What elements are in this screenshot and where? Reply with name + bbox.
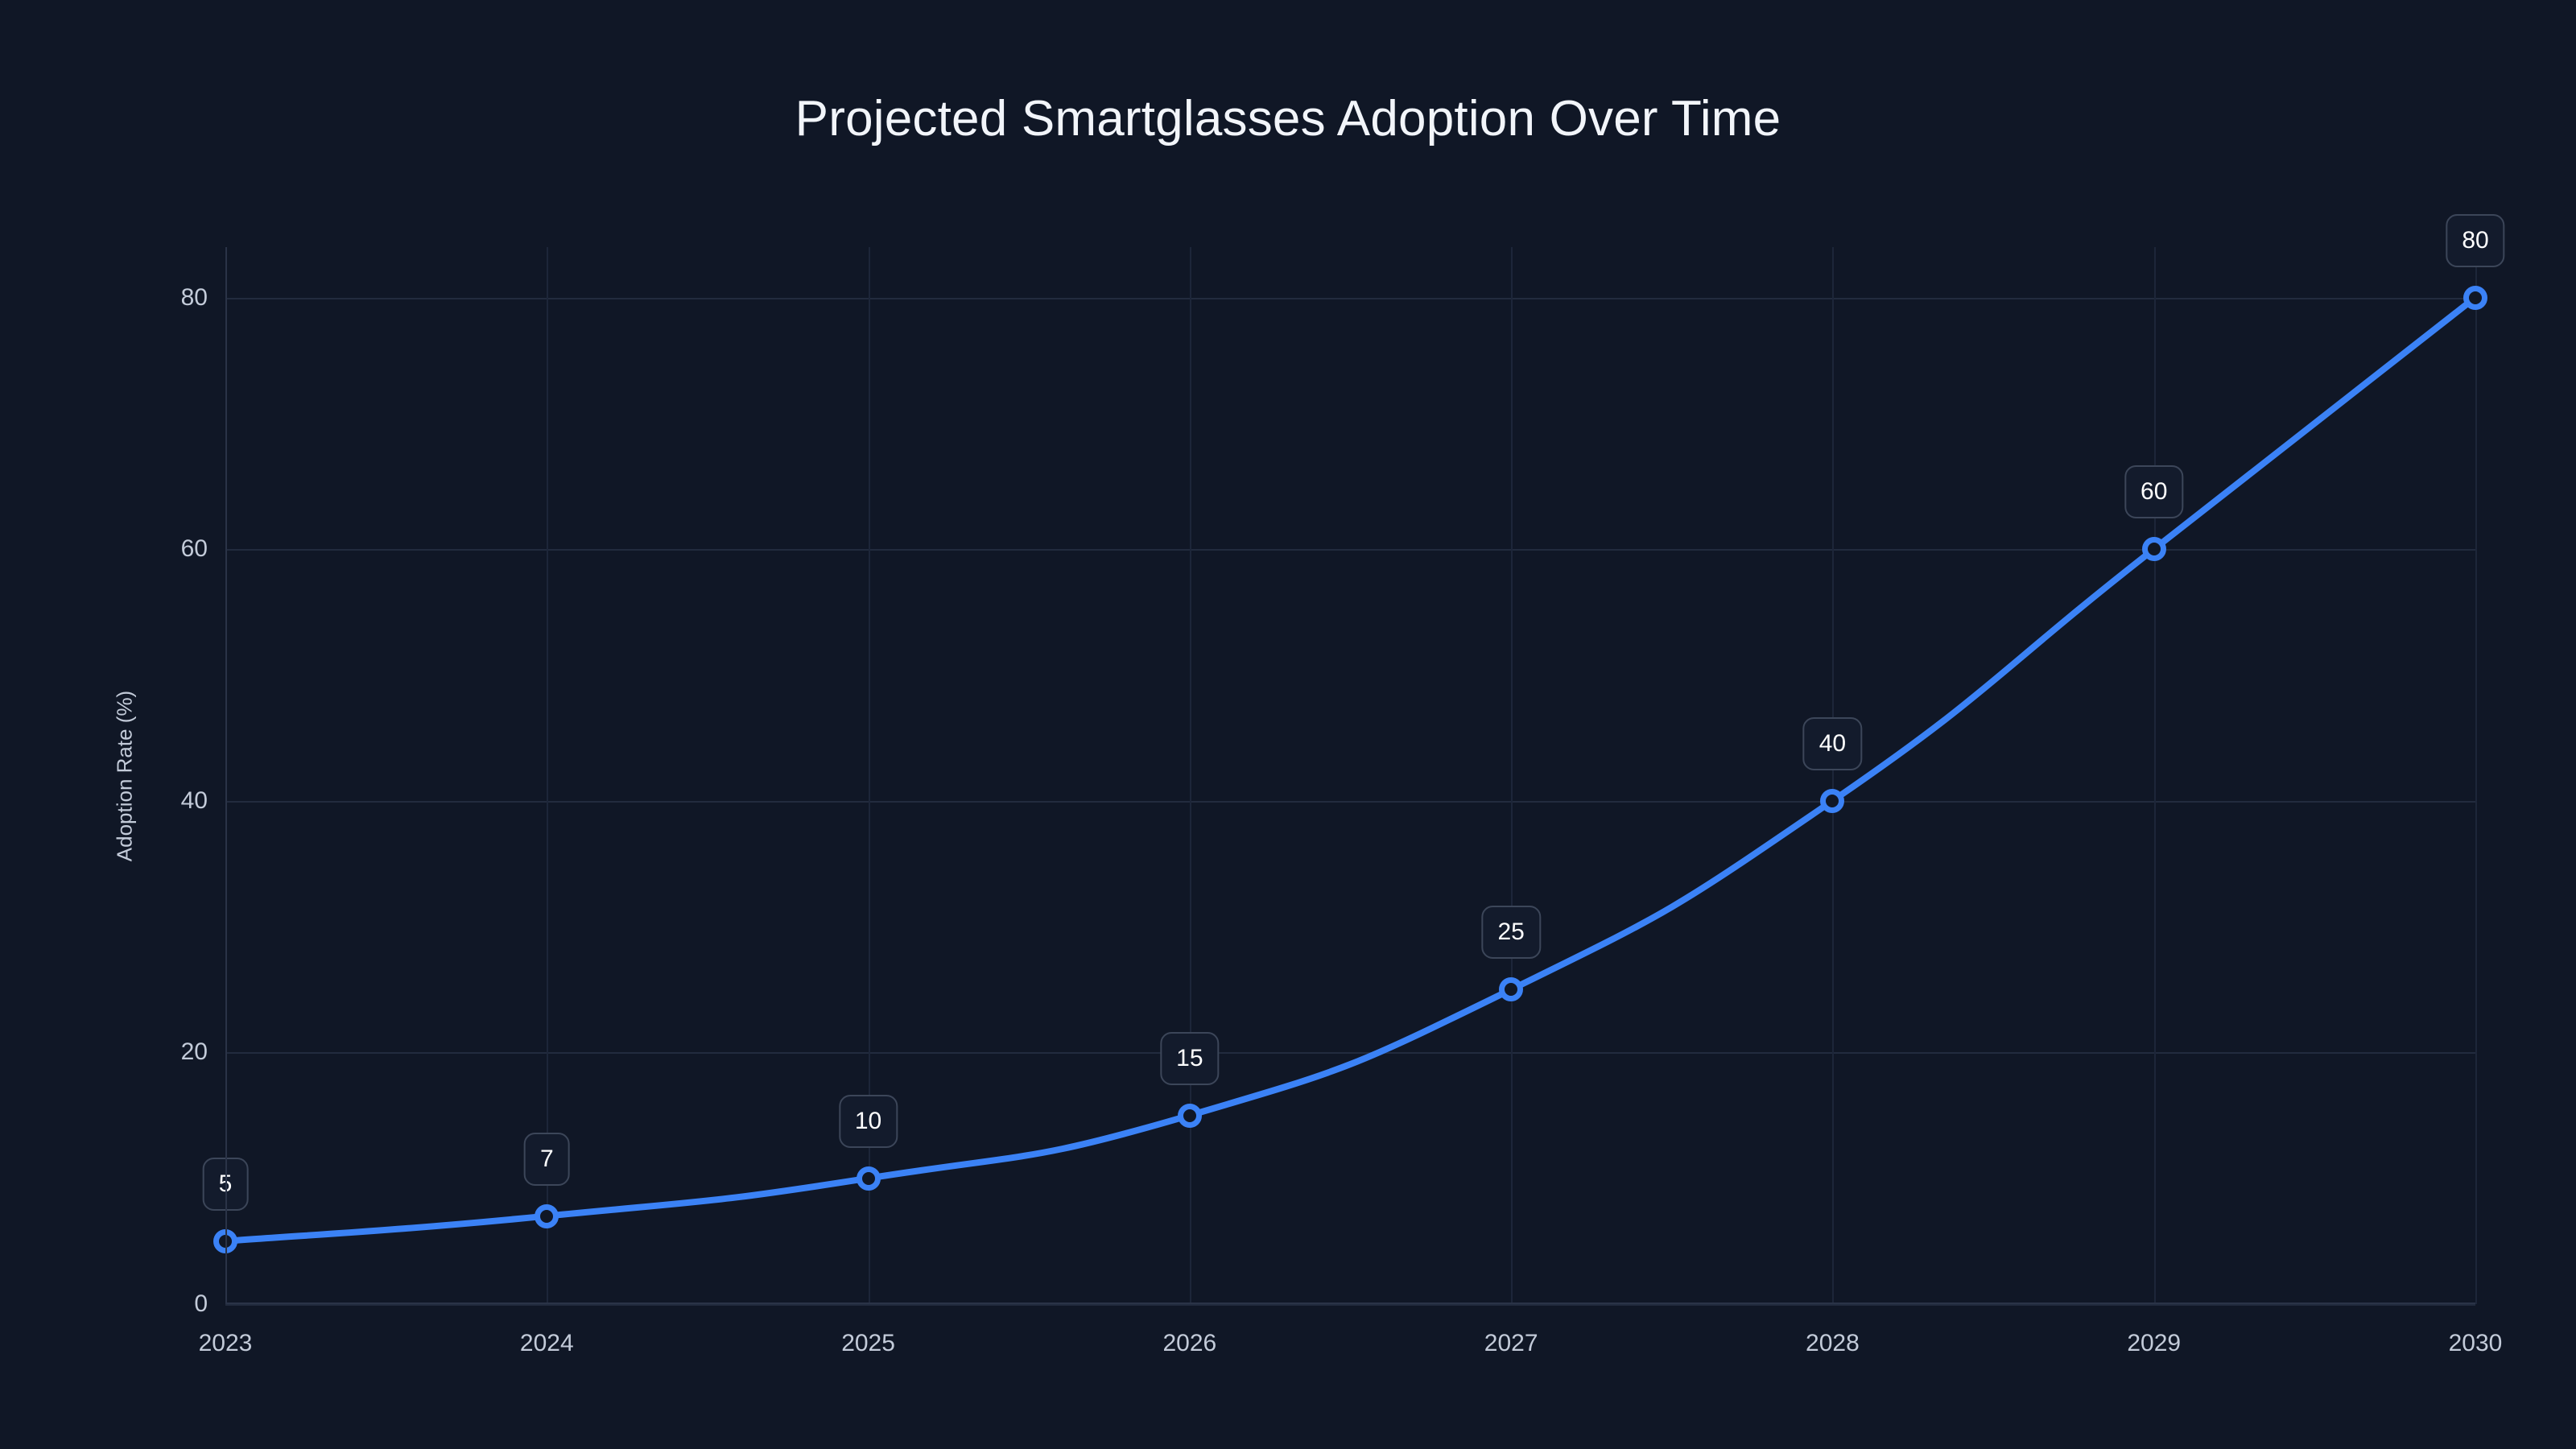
gridline-horizontal	[225, 800, 2475, 803]
data-point-label: 15	[1160, 1031, 1220, 1085]
plot-area: 57101525406080	[202, 213, 2505, 1306]
gridline-horizontal	[225, 1052, 2475, 1055]
line-series-adoption-rate	[225, 247, 2475, 1304]
chart-title: Projected Smartglasses Adoption Over Tim…	[795, 91, 1781, 147]
data-point-marker[interactable]	[1177, 1103, 1202, 1128]
y-axis-title: Adoption Rate (%)	[112, 690, 137, 861]
data-point-marker[interactable]	[535, 1203, 559, 1228]
gridline-horizontal	[225, 297, 2475, 299]
data-point-marker[interactable]	[2141, 537, 2166, 562]
x-axis-tick-label: 2025	[841, 1330, 895, 1356]
y-axis-tick-label: 80	[180, 283, 208, 311]
y-axis-tick-label: 20	[180, 1038, 208, 1066]
data-point-label: 40	[1802, 716, 1863, 770]
x-axis-tick-label: 2028	[1806, 1330, 1860, 1356]
x-axis-tick-label: 2030	[2448, 1330, 2503, 1356]
gridline-vertical	[547, 247, 549, 1304]
data-point-label: 7	[523, 1132, 570, 1186]
y-axis-tick-label: 40	[180, 786, 208, 814]
gridline-horizontal	[225, 549, 2475, 551]
data-point-label: 10	[838, 1094, 898, 1148]
gridline-horizontal	[225, 1304, 2475, 1306]
data-point-marker[interactable]	[1820, 788, 1845, 813]
data-point-label: 25	[1481, 906, 1541, 960]
x-axis-tick-label: 2023	[198, 1330, 253, 1356]
x-axis-tick-label: 2027	[1484, 1330, 1538, 1356]
data-point-label: 80	[2446, 213, 2505, 267]
data-point-marker[interactable]	[856, 1166, 881, 1191]
data-point-marker[interactable]	[1499, 977, 1524, 1002]
gridline-vertical	[868, 247, 870, 1304]
x-axis-tick-label: 2029	[2127, 1330, 2182, 1356]
x-axis-tick-label: 2024	[519, 1330, 574, 1356]
data-point-label: 60	[2124, 465, 2184, 519]
y-axis-tick-label: 60	[180, 535, 208, 563]
y-axis-tick-label: 0	[194, 1290, 208, 1317]
x-axis-tick-label: 2026	[1162, 1330, 1217, 1356]
gridline-vertical	[1189, 247, 1191, 1304]
gridline-vertical	[2475, 247, 2477, 1304]
data-point-labels: 57101525406080	[202, 213, 2505, 1304]
x-axis-line	[225, 1302, 2475, 1304]
y-axis-line	[225, 247, 227, 1304]
gridline-vertical	[2153, 247, 2156, 1304]
gridline-vertical	[1832, 247, 1835, 1304]
gridline-vertical	[1511, 247, 1513, 1304]
data-point-marker[interactable]	[2463, 285, 2487, 310]
